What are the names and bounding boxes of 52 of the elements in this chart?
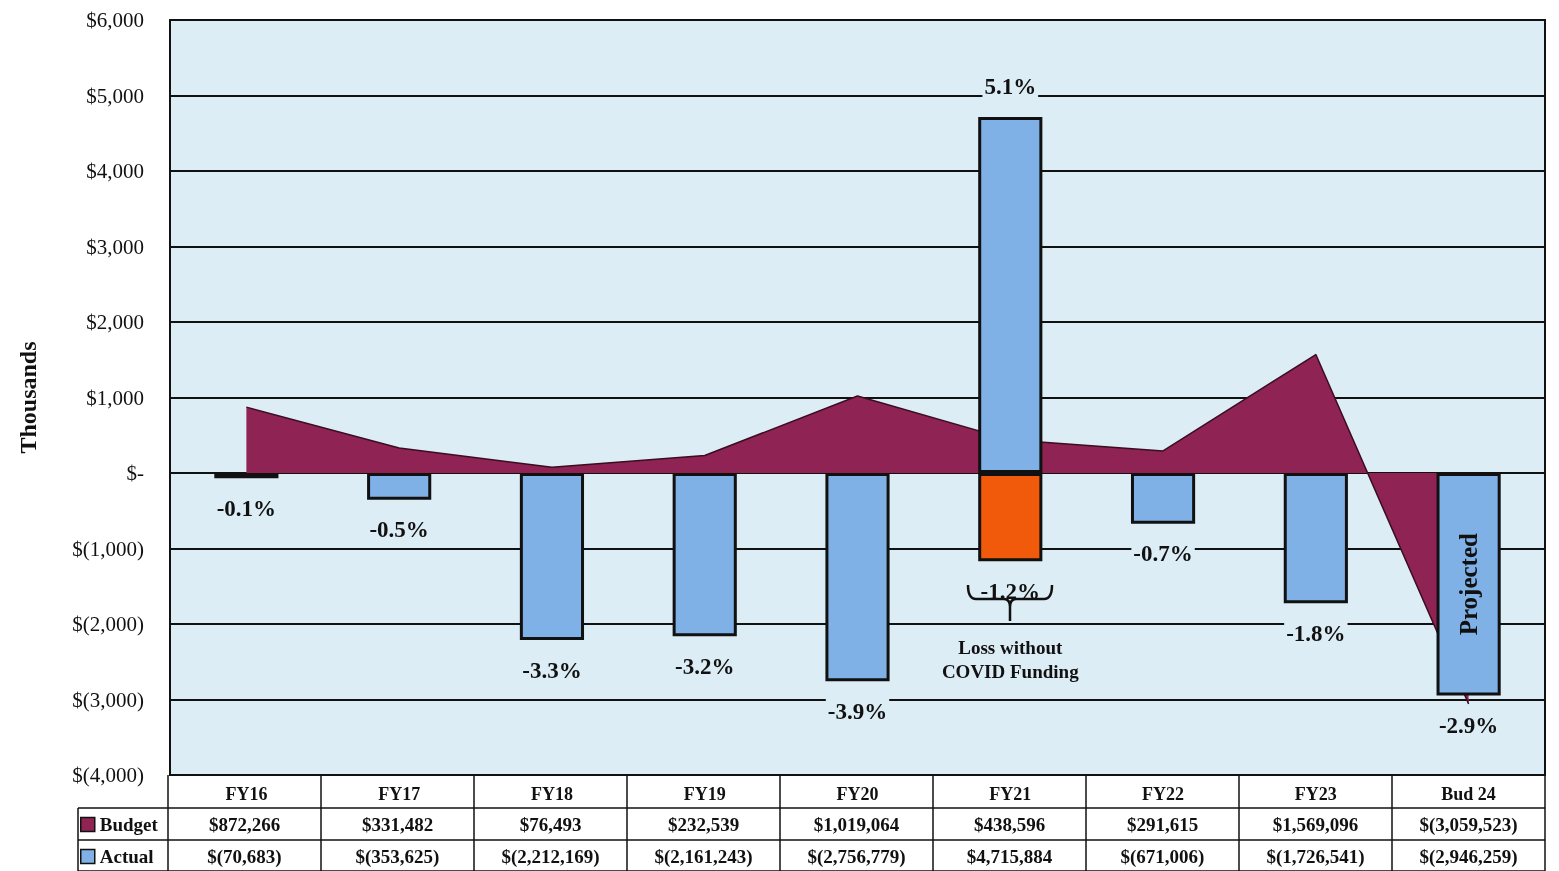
annotation: Loss without COVID Funding — [941, 636, 1080, 682]
annotation: -0.7% — [1133, 541, 1193, 567]
annotation: -0.1% — [216, 495, 277, 521]
text: $872,266 — [208, 813, 281, 835]
text: $(353,625) — [355, 845, 440, 868]
x-tick-label: FY19 — [683, 784, 726, 804]
x-tick-label: FY21 — [989, 784, 1032, 804]
y-tick-label: $(4,000) — [72, 763, 144, 787]
annotation: -2.9% — [1438, 712, 1499, 738]
x-tick-label: FY17 — [378, 784, 421, 804]
text: $331,482 — [361, 813, 434, 835]
y-tick-label: $5,000 — [86, 83, 144, 108]
text: $291,615 — [1126, 813, 1199, 835]
y-tick-label: $4,000 — [86, 159, 144, 183]
annotation: Projected — [1455, 533, 1483, 636]
y-tick-label: $(3,000) — [72, 687, 144, 712]
text: $(2,946,259) — [1419, 845, 1518, 868]
annotation: -3.3% — [522, 657, 582, 683]
text: $(2,212,169) — [501, 845, 600, 868]
y-axis-title: Thousands — [15, 341, 41, 454]
y-tick-label: $(2,000) — [72, 612, 144, 636]
annotation: 5.1% — [984, 74, 1037, 100]
annotation: -3.2% — [675, 653, 735, 679]
text: $(2,756,779) — [807, 845, 906, 868]
y-tick-label: $1,000 — [86, 385, 144, 410]
y-tick-label: $6,000 — [86, 8, 144, 32]
text: $(1,726,541) — [1266, 845, 1365, 868]
text: $232,539 — [667, 813, 740, 835]
x-tick-label: FY22 — [1142, 784, 1185, 804]
y-tick-label: $2,000 — [86, 310, 144, 334]
text: $(671,006) — [1120, 845, 1205, 868]
x-tick-label: FY20 — [836, 784, 879, 804]
text: $(2,161,243) — [654, 845, 753, 868]
x-tick-label: FY18 — [530, 784, 573, 804]
text: $1,019,064 — [813, 813, 900, 835]
y-tick-label: $(1,000) — [72, 536, 144, 561]
x-tick-label: FY23 — [1294, 784, 1337, 804]
text: $76,493 — [519, 813, 582, 835]
legend-label: Actual — [99, 846, 154, 867]
legend-label: Budget — [99, 814, 159, 835]
y-tick-label: $- — [126, 461, 144, 485]
annotation: -1.8% — [1286, 620, 1346, 646]
annotation: -0.5% — [369, 517, 429, 543]
y-tick-label: $3,000 — [86, 234, 144, 259]
annotation: -3.9% — [827, 698, 888, 724]
text: $4,715,884 — [966, 845, 1053, 867]
text: $438,596 — [973, 813, 1046, 835]
text: $(70,683) — [207, 845, 282, 868]
text: $1,569,096 — [1272, 813, 1359, 835]
x-tick-label: Bud 24 — [1441, 784, 1496, 804]
text: $(3,059,523) — [1419, 813, 1518, 836]
x-tick-label: FY16 — [225, 784, 268, 804]
